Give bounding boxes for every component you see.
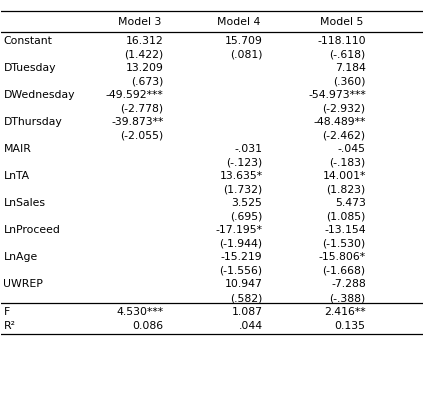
Text: (-.618): (-.618) — [329, 49, 366, 59]
Text: 13.635*: 13.635* — [220, 171, 262, 181]
Text: (1.823): (1.823) — [326, 185, 366, 195]
Text: -48.489**: -48.489** — [313, 117, 366, 127]
Text: 13.209: 13.209 — [126, 63, 164, 73]
Text: -15.806*: -15.806* — [318, 252, 366, 262]
Text: LnTA: LnTA — [3, 171, 30, 181]
Text: -17.195*: -17.195* — [215, 226, 262, 235]
Text: .044: .044 — [238, 322, 262, 331]
Text: -.045: -.045 — [338, 144, 366, 154]
Text: (-2.778): (-2.778) — [120, 103, 164, 114]
Text: (1.085): (1.085) — [326, 212, 366, 222]
Text: (1.422): (1.422) — [124, 49, 164, 59]
Text: 16.312: 16.312 — [126, 36, 164, 46]
Text: -13.154: -13.154 — [324, 226, 366, 235]
Text: Model 3: Model 3 — [118, 17, 162, 27]
Text: Model 5: Model 5 — [320, 17, 364, 27]
Text: (-.123): (-.123) — [226, 158, 262, 168]
Text: F: F — [3, 307, 10, 316]
Text: DTuesday: DTuesday — [3, 63, 56, 73]
Text: (-2.055): (-2.055) — [120, 131, 164, 141]
Text: 3.525: 3.525 — [232, 198, 262, 208]
Text: (.081): (.081) — [230, 49, 262, 59]
Text: (-.388): (-.388) — [329, 293, 366, 303]
Text: 0.086: 0.086 — [132, 322, 164, 331]
Text: -39.873**: -39.873** — [111, 117, 164, 127]
Text: Constant: Constant — [3, 36, 53, 46]
Text: DThursday: DThursday — [3, 117, 62, 127]
Text: -15.219: -15.219 — [221, 252, 262, 262]
Text: (-.183): (-.183) — [329, 158, 366, 168]
Text: 2.416**: 2.416** — [324, 307, 366, 316]
Text: -54.973***: -54.973*** — [308, 90, 366, 100]
Text: DWednesday: DWednesday — [3, 90, 75, 100]
Text: 1.087: 1.087 — [232, 307, 262, 316]
Text: 7.184: 7.184 — [335, 63, 366, 73]
Text: 5.473: 5.473 — [335, 198, 366, 208]
Text: -49.592***: -49.592*** — [106, 90, 164, 100]
Text: (1.732): (1.732) — [223, 185, 262, 195]
Text: (-1.556): (-1.556) — [220, 266, 262, 276]
Text: MAIR: MAIR — [3, 144, 31, 154]
Text: 10.947: 10.947 — [225, 280, 262, 290]
Text: Model 4: Model 4 — [217, 17, 260, 27]
Text: 14.001*: 14.001* — [322, 171, 366, 181]
Text: R²: R² — [3, 322, 16, 331]
Text: LnSales: LnSales — [3, 198, 45, 208]
Text: -7.288: -7.288 — [331, 280, 366, 290]
Text: (-2.462): (-2.462) — [323, 131, 366, 141]
Text: (-1.668): (-1.668) — [323, 266, 366, 276]
Text: 4.530***: 4.530*** — [117, 307, 164, 316]
Text: -.031: -.031 — [234, 144, 262, 154]
Text: LnAge: LnAge — [3, 252, 38, 262]
Text: 0.135: 0.135 — [335, 322, 366, 331]
Text: (.360): (.360) — [333, 77, 366, 87]
Text: (.673): (.673) — [131, 77, 164, 87]
Text: 15.709: 15.709 — [225, 36, 262, 46]
Text: (.695): (.695) — [230, 212, 262, 222]
Text: (-1.944): (-1.944) — [220, 239, 262, 249]
Text: -118.110: -118.110 — [317, 36, 366, 46]
Text: (-1.530): (-1.530) — [323, 239, 366, 249]
Text: LnProceed: LnProceed — [3, 226, 60, 235]
Text: (.582): (.582) — [230, 293, 262, 303]
Text: UWREP: UWREP — [3, 280, 43, 290]
Text: (-2.932): (-2.932) — [323, 103, 366, 114]
